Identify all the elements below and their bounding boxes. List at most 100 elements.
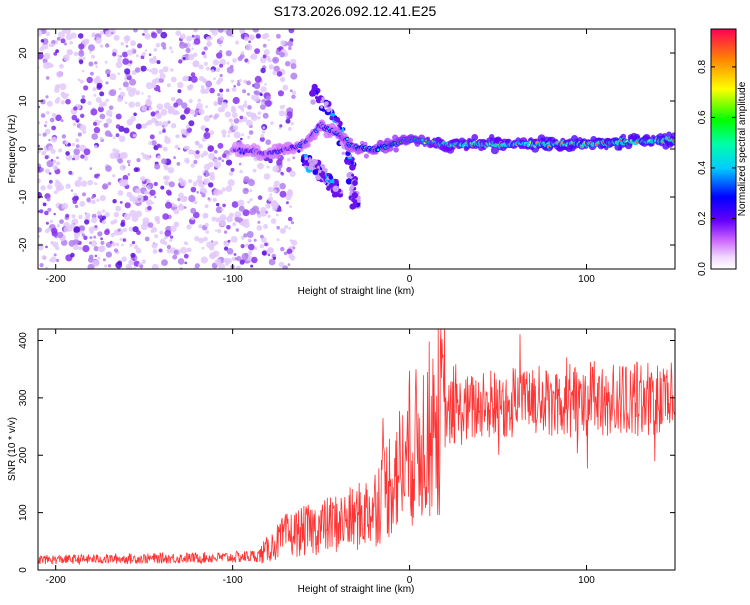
spectrogram-noise-cell [203,61,208,66]
spectrogram-noise-cell [105,98,110,103]
spectrogram-noise-cell [109,89,117,97]
spectrogram-noise-cell [153,181,158,187]
spectrogram-noise-cell [110,232,115,238]
spectrogram-branch-cell [312,159,318,165]
spectrogram-noise-cell [78,59,84,64]
spectrogram-noise-cell [187,85,190,89]
spectrogram-noise-cell [127,265,133,269]
spectrogram-noise-cell [186,224,192,230]
spectrogram-noise-cell [92,259,99,267]
spectrogram-noise-cell [217,100,223,105]
colorbar-tick-label: 0.4 [697,161,708,175]
spectrogram-noise-cell [88,61,94,67]
spectrogram-noise-cell [262,126,266,129]
spectrogram-noise-cell [209,29,217,34]
spectrogram-noise-cell [290,255,296,261]
spectrogram-noise-cell [82,192,86,197]
spectrogram-signal-halo [490,146,499,155]
spectrogram-noise-cell [292,90,297,95]
spectrogram-noise-cell [112,199,117,204]
spectrogram-noise-cell [237,199,245,207]
spectrogram-branch-cell [351,173,355,177]
spectrogram-noise-cell [151,83,157,89]
spectrogram-noise-cell [174,204,177,208]
spectrogram-noise-cell [99,113,106,120]
spectrogram-noise-cell [56,71,63,78]
spectrogram-noise-cell [89,167,93,170]
spectrogram-signal-halo [662,133,667,138]
spectrogram-noise-cell [101,220,106,225]
spectrogram-noise-cell [119,55,123,58]
spectrogram-noise-cell [238,205,245,212]
spectrogram-noise-cell [123,228,127,232]
spectrogram-noise-cell [149,189,156,196]
spectrogram-branch-cell [329,116,334,121]
spectrogram-noise-cell [48,172,52,175]
spectrogram-noise-cell [144,33,151,40]
spectrogram-noise-cell [72,199,78,204]
spectrogram-noise-cell [115,242,119,246]
spectrogram-noise-cell [164,137,171,144]
spectrogram-noise-cell [87,263,95,269]
snr-ytick-label: 300 [18,389,29,406]
spectrogram-noise-cell [246,231,254,238]
spectrogram-noise-cell [45,76,50,80]
spectrogram-noise-cell [279,190,287,198]
spectrogram-noise-cell [239,105,245,110]
spectrogram-noise-cell [250,53,258,60]
spectrogram-noise-cell [129,78,137,86]
spectrogram-branch-cell [354,204,358,208]
spectrogram-noise-cell [288,29,295,34]
spectrogram-noise-cell [118,135,126,143]
spectrogram-noise-cell [142,33,145,36]
spectrogram-noise-cell [140,176,146,182]
spectrogram-noise-cell [233,118,240,124]
spectrogram-noise-cell [45,266,48,269]
spectrogram-noise-cell [147,222,154,228]
spectrogram-noise-cell [224,246,229,251]
spectrogram-noise-cell [263,49,270,56]
spectrogram-noise-cell [93,93,97,97]
spectrogram-noise-cell [88,254,94,260]
spectrogram-noise-cell [270,121,274,125]
spectrogram-branch-cell [301,163,305,167]
spectrogram-noise-cell [221,102,228,109]
snr-ylabel: SNR (10 * v/v) [7,417,18,481]
spectrogram-noise-cell [55,258,60,263]
spectrogram-noise-cell [170,96,176,102]
spectrogram-noise-cell [44,155,49,160]
spectrogram-noise-cell [237,56,243,62]
spectrogram-noise-cell [96,82,103,89]
spectrogram-noise-cell [39,263,44,268]
spectrogram-noise-cell [233,85,236,88]
spectrogram-noise-cell [42,202,47,207]
spectrogram-noise-cell [285,201,289,205]
spectrogram-noise-cell [135,123,142,130]
spectrogram-noise-cell [203,178,210,186]
spectrogram-noise-cell [44,120,48,124]
spectrogram-noise-cell [100,240,105,245]
spectrogram-noise-cell [97,231,103,237]
spectrogram-noise-cell [257,195,263,200]
spectrogram-noise-cell [224,111,231,118]
spectrogram-noise-cell [214,240,219,245]
spectrogram-noise-cell [257,220,261,224]
spectrogram-noise-cell [216,80,221,85]
spectrogram-branch-cell [350,184,355,190]
spectrogram-noise-cell [284,225,289,229]
spectrogram-noise-cell [127,163,131,167]
spectrogram-noise-cell [86,197,91,202]
spectrogram-noise-cell [160,185,165,190]
colorbar-gradient [710,28,737,270]
spectrogram-noise-cell [240,244,245,249]
spectrogram-noise-cell [131,240,136,245]
spectrogram-noise-cell [73,148,80,155]
spectrogram-noise-cell [48,138,51,142]
spectrogram-noise-cell [144,190,149,195]
spectrogram-noise-cell [167,191,172,196]
spectrogram-noise-cell [289,170,296,177]
spectrogram-noise-cell [261,101,265,105]
spectrogram-noise-cell [176,111,180,115]
spectrogram-branch-cell [321,96,326,101]
spectrogram-noise-cell [247,92,250,96]
